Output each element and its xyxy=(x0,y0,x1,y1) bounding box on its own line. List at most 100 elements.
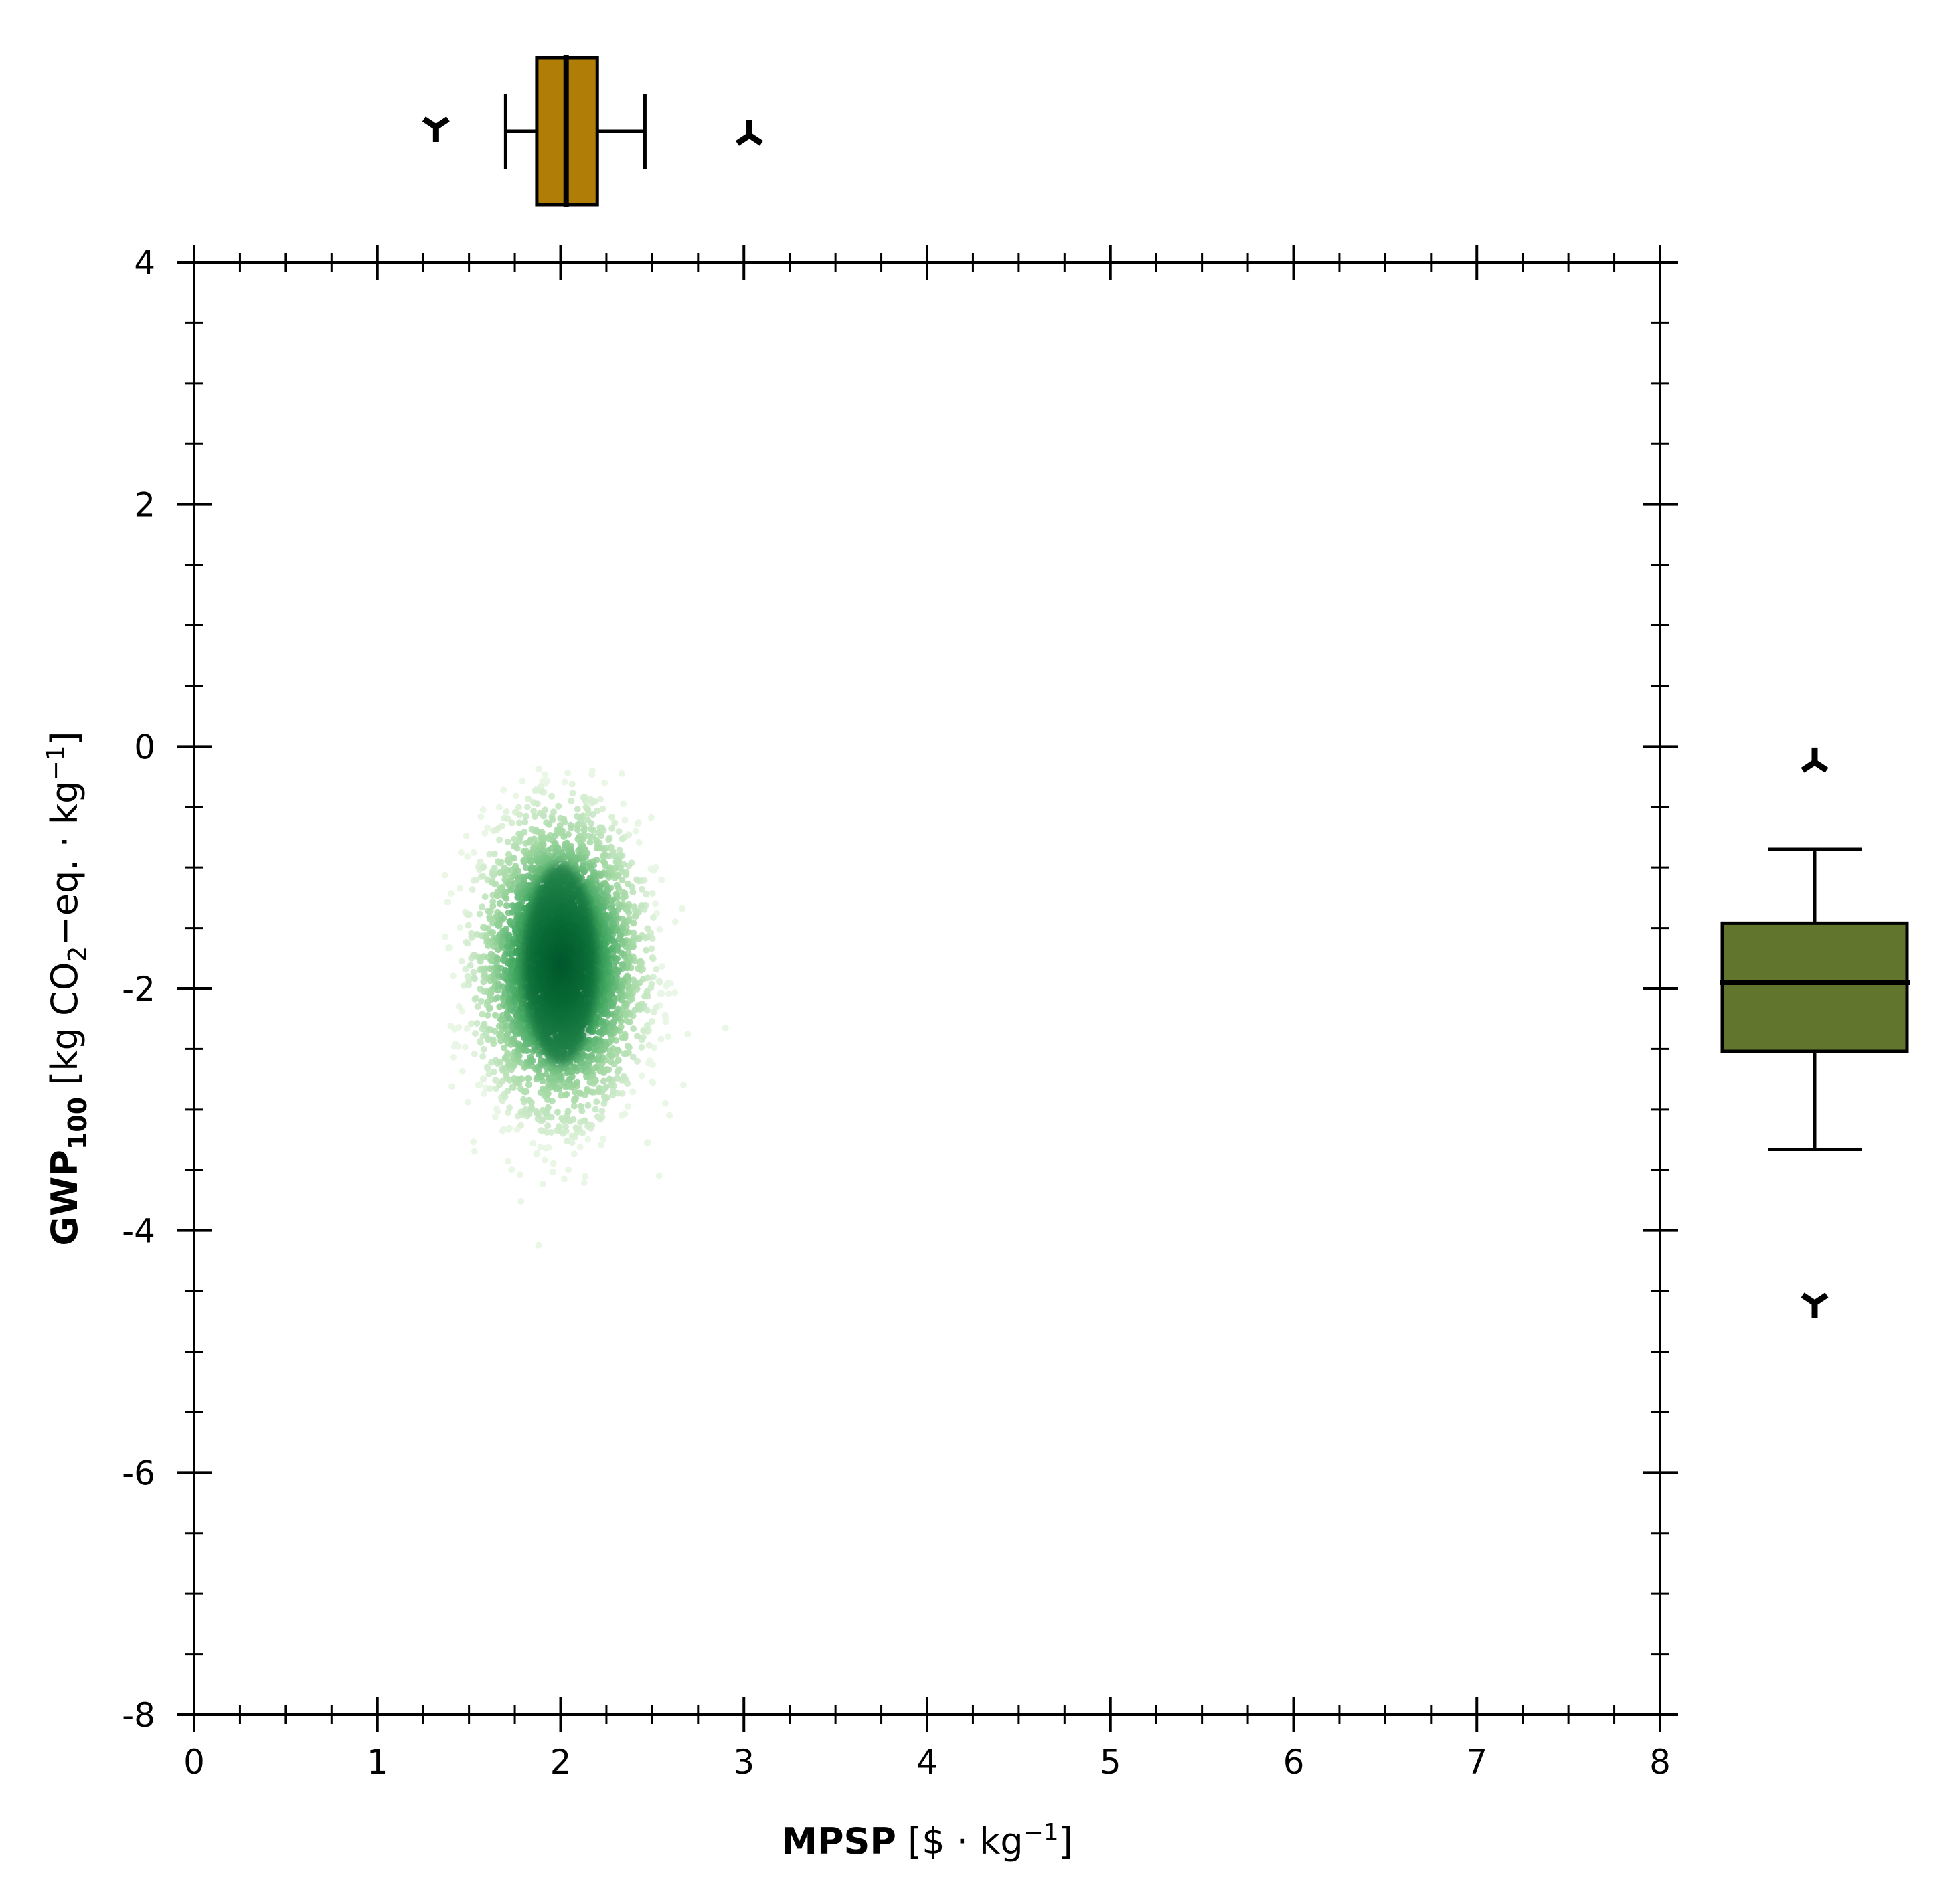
density-point xyxy=(489,902,497,910)
density-point xyxy=(455,1043,462,1050)
density-point xyxy=(532,787,539,794)
density-point xyxy=(446,944,453,951)
density-point xyxy=(638,1043,645,1051)
density-point xyxy=(571,1088,578,1096)
density-point xyxy=(671,918,679,926)
density-point xyxy=(540,812,547,820)
density-point xyxy=(544,1122,552,1130)
y-tick-label: -4 xyxy=(122,1212,155,1251)
density-point xyxy=(571,1063,578,1071)
density-point xyxy=(643,1140,651,1147)
density-point xyxy=(484,824,491,831)
density-point xyxy=(634,820,641,827)
density-point xyxy=(655,978,663,985)
density-point xyxy=(521,858,528,865)
density-point xyxy=(479,806,487,813)
density-point xyxy=(491,850,498,857)
density-point xyxy=(492,881,499,888)
density-point xyxy=(546,821,553,828)
density-point xyxy=(586,1078,594,1086)
density-point xyxy=(638,1072,645,1080)
density-point xyxy=(526,839,534,846)
density-point xyxy=(619,894,627,901)
density-point xyxy=(595,829,602,837)
density-point xyxy=(656,926,663,933)
density-point xyxy=(632,827,639,835)
x-tick-label: 2 xyxy=(550,1743,572,1782)
density-point xyxy=(516,1171,523,1179)
density-point xyxy=(470,849,477,856)
density-point xyxy=(684,1031,691,1038)
density-point xyxy=(463,833,470,840)
density-point xyxy=(570,1150,578,1158)
density-point xyxy=(645,1059,652,1067)
x-tick-label: 1 xyxy=(367,1743,388,1782)
density-point xyxy=(478,997,485,1005)
density-point xyxy=(625,880,632,887)
density-point xyxy=(479,903,486,911)
density-point xyxy=(481,829,489,837)
density-point xyxy=(613,881,621,889)
density-point xyxy=(516,811,523,818)
density-point xyxy=(567,824,574,831)
density-point xyxy=(623,1017,630,1024)
density-point xyxy=(602,862,609,869)
density-point xyxy=(506,1015,513,1022)
x-tick-label: 8 xyxy=(1649,1743,1671,1782)
density-point xyxy=(469,886,476,893)
density-point xyxy=(662,1018,669,1025)
density-point xyxy=(463,1025,471,1032)
density-point xyxy=(629,1053,637,1061)
density-point xyxy=(634,1057,641,1065)
density-point xyxy=(480,1045,487,1053)
density-point xyxy=(563,1090,570,1098)
density-point xyxy=(588,771,596,778)
density-point xyxy=(671,989,679,997)
density-point xyxy=(572,1094,580,1102)
density-point xyxy=(665,990,673,998)
density-point xyxy=(599,805,606,812)
density-point xyxy=(495,922,503,929)
density-point xyxy=(497,899,504,907)
density-point xyxy=(647,865,655,873)
density-point xyxy=(491,1027,499,1035)
density-point xyxy=(588,820,595,827)
density-point xyxy=(618,770,625,777)
density-point xyxy=(535,1241,542,1249)
density-point xyxy=(523,1047,531,1055)
x-axis-label: MPSP [$ · kg−1] xyxy=(781,1819,1073,1863)
density-point xyxy=(480,863,487,871)
plot-area-frame xyxy=(193,261,1661,1716)
density-point xyxy=(498,823,505,829)
density-point xyxy=(644,925,651,932)
density-point xyxy=(470,1138,477,1146)
density-point xyxy=(598,1107,606,1114)
density-point xyxy=(583,1086,590,1093)
y-axis-label: GWP100 [kg CO2−eq. · kg−1] xyxy=(42,731,92,1245)
density-point xyxy=(497,1058,504,1065)
density-point xyxy=(465,911,473,918)
density-point xyxy=(600,853,606,860)
density-point xyxy=(619,1005,627,1012)
density-point xyxy=(564,1137,570,1144)
density-point xyxy=(548,1128,555,1136)
density-point xyxy=(511,835,518,843)
density-scatter-cloud xyxy=(441,766,729,1249)
density-point xyxy=(618,868,625,875)
density-point xyxy=(513,1001,520,1008)
density-point xyxy=(569,790,576,797)
density-point xyxy=(455,1024,463,1031)
density-point xyxy=(564,769,572,776)
density-point xyxy=(500,1126,507,1133)
density-point xyxy=(479,1011,486,1018)
density-point xyxy=(497,859,505,866)
density-point xyxy=(486,851,493,858)
density-point xyxy=(474,1003,481,1010)
density-point xyxy=(500,914,507,922)
density-point xyxy=(630,929,637,936)
density-point xyxy=(458,958,465,965)
y-tick-label: -2 xyxy=(122,970,155,1009)
density-point xyxy=(462,966,469,973)
density-point xyxy=(584,863,592,870)
density-point xyxy=(470,968,477,976)
